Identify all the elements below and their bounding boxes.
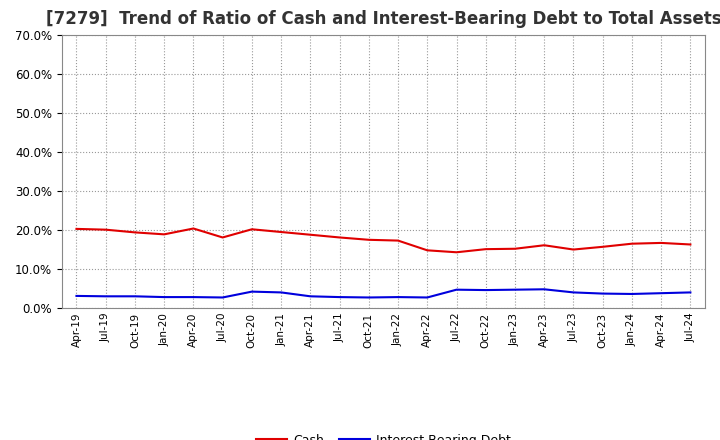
Cash bbox=[130, 230, 139, 235]
Interest-Bearing Debt bbox=[628, 291, 636, 297]
Cash bbox=[306, 232, 315, 237]
Interest-Bearing Debt bbox=[657, 290, 665, 296]
Cash bbox=[540, 242, 549, 248]
Interest-Bearing Debt bbox=[394, 294, 402, 300]
Interest-Bearing Debt bbox=[598, 291, 607, 296]
Cash bbox=[510, 246, 519, 251]
Cash bbox=[364, 237, 373, 242]
Cash bbox=[482, 246, 490, 252]
Interest-Bearing Debt bbox=[364, 295, 373, 300]
Interest-Bearing Debt bbox=[336, 294, 344, 300]
Cash bbox=[248, 227, 256, 232]
Title: [7279]  Trend of Ratio of Cash and Interest-Bearing Debt to Total Assets: [7279] Trend of Ratio of Cash and Intere… bbox=[45, 10, 720, 28]
Cash bbox=[189, 226, 198, 231]
Interest-Bearing Debt bbox=[189, 294, 198, 300]
Cash bbox=[598, 244, 607, 249]
Interest-Bearing Debt bbox=[686, 290, 695, 295]
Interest-Bearing Debt bbox=[510, 287, 519, 292]
Legend: Cash, Interest-Bearing Debt: Cash, Interest-Bearing Debt bbox=[251, 429, 516, 440]
Interest-Bearing Debt bbox=[482, 287, 490, 293]
Interest-Bearing Debt bbox=[130, 293, 139, 299]
Interest-Bearing Debt bbox=[540, 286, 549, 292]
Cash bbox=[569, 247, 577, 252]
Interest-Bearing Debt bbox=[452, 287, 461, 292]
Interest-Bearing Debt bbox=[569, 290, 577, 295]
Interest-Bearing Debt bbox=[276, 290, 285, 295]
Cash bbox=[102, 227, 110, 232]
Interest-Bearing Debt bbox=[72, 293, 81, 299]
Cash bbox=[336, 235, 344, 240]
Interest-Bearing Debt bbox=[306, 293, 315, 299]
Interest-Bearing Debt bbox=[218, 295, 227, 300]
Cash bbox=[160, 232, 168, 237]
Line: Interest-Bearing Debt: Interest-Bearing Debt bbox=[76, 289, 690, 297]
Cash bbox=[218, 235, 227, 240]
Cash bbox=[628, 241, 636, 246]
Cash bbox=[394, 238, 402, 243]
Cash bbox=[452, 249, 461, 255]
Interest-Bearing Debt bbox=[160, 294, 168, 300]
Cash bbox=[276, 229, 285, 235]
Cash bbox=[686, 242, 695, 247]
Cash bbox=[423, 248, 431, 253]
Line: Cash: Cash bbox=[76, 228, 690, 252]
Cash bbox=[72, 226, 81, 231]
Interest-Bearing Debt bbox=[423, 295, 431, 300]
Cash bbox=[657, 240, 665, 246]
Interest-Bearing Debt bbox=[248, 289, 256, 294]
Interest-Bearing Debt bbox=[102, 293, 110, 299]
